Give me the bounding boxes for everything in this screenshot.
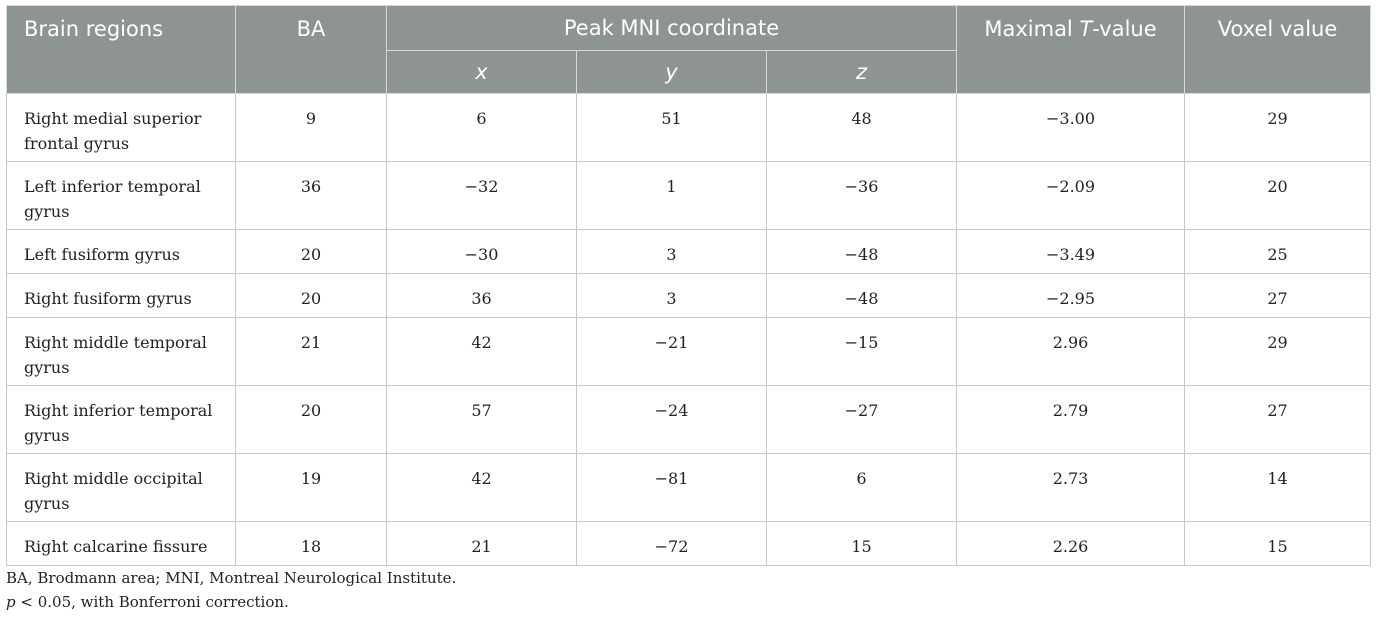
cell-ba: 20: [235, 273, 387, 318]
cell-ba: 20: [235, 385, 387, 454]
cell-x: 42: [386, 453, 577, 522]
header-y: y: [576, 50, 767, 94]
cell-region: Right calcarine fissure: [6, 521, 236, 566]
cell-x: −32: [386, 161, 577, 230]
cell-z: −15: [765, 317, 958, 386]
cell-y: 51: [576, 93, 767, 162]
cell-region: Left fusiform gyrus: [6, 229, 236, 274]
cell-t-value: 2.79: [956, 385, 1186, 454]
cell-y: 1: [576, 161, 767, 230]
cell-ba: 21: [235, 317, 387, 386]
table-row: Right inferior temporal gyrus 20 57 −24 …: [6, 385, 1372, 454]
cell-voxel: 25: [1184, 229, 1372, 274]
cell-z: −27: [765, 385, 958, 454]
table-row: Right middle temporal gyrus 21 42 −21 −1…: [6, 317, 1372, 386]
cell-y: −81: [576, 453, 767, 522]
cell-region: Right middle occipital gyrus: [6, 453, 236, 522]
header-ba: BA: [235, 5, 387, 94]
cell-x: 21: [386, 521, 577, 566]
header-maximal-t-value: Maximal T-value: [956, 5, 1186, 94]
cell-z: −48: [765, 229, 958, 274]
cell-ba: 20: [235, 229, 387, 274]
cell-z: 48: [765, 93, 958, 162]
cell-ba: 36: [235, 161, 387, 230]
table-row: Right fusiform gyrus 20 36 3 −48 −2.95 2…: [6, 273, 1372, 318]
cell-t-value: 2.96: [956, 317, 1186, 386]
cell-z: −36: [765, 161, 958, 230]
header-maximal-prefix: Maximal: [984, 17, 1080, 41]
header-x: x: [386, 50, 577, 94]
cell-region: Right fusiform gyrus: [6, 273, 236, 318]
results-table: Brain regions BA Peak MNI coordinate Max…: [6, 5, 1372, 566]
cell-y: −72: [576, 521, 767, 566]
results-table-container: Brain regions BA Peak MNI coordinate Max…: [6, 5, 1372, 566]
table-row: Left inferior temporal gyrus 36 −32 1 −3…: [6, 161, 1372, 230]
table-footnotes: BA, Brodmann area; MNI, Montreal Neurolo…: [6, 566, 456, 614]
cell-x: 57: [386, 385, 577, 454]
cell-ba: 18: [235, 521, 387, 566]
header-peak-mni: Peak MNI coordinate: [385, 5, 958, 51]
cell-ba: 19: [235, 453, 387, 522]
cell-x: 36: [386, 273, 577, 318]
cell-x: −30: [386, 229, 577, 274]
header-voxel-value: Voxel value: [1184, 5, 1372, 94]
header-maximal-suffix: -value: [1092, 17, 1157, 41]
cell-voxel: 27: [1184, 385, 1372, 454]
cell-voxel: 15: [1184, 521, 1372, 566]
cell-z: 6: [765, 453, 958, 522]
header-maximal-t: T: [1079, 17, 1093, 41]
cell-x: 6: [386, 93, 577, 162]
cell-z: −48: [765, 273, 958, 318]
cell-z: 15: [765, 521, 958, 566]
cell-y: 3: [576, 229, 767, 274]
cell-region: Left inferior temporal gyrus: [6, 161, 236, 230]
table-row: Left fusiform gyrus 20 −30 3 −48 −3.49 2…: [6, 229, 1372, 274]
header-brain-regions: Brain regions: [6, 5, 236, 94]
cell-voxel: 27: [1184, 273, 1372, 318]
table-row: Right calcarine fissure 18 21 −72 15 2.2…: [6, 521, 1372, 566]
cell-region: Right middle temporal gyrus: [6, 317, 236, 386]
table-row: Right middle occipital gyrus 19 42 −81 6…: [6, 453, 1372, 522]
cell-t-value: −2.95: [956, 273, 1186, 318]
cell-t-value: −3.00: [956, 93, 1186, 162]
cell-voxel: 14: [1184, 453, 1372, 522]
cell-voxel: 29: [1184, 93, 1372, 162]
cell-t-value: −3.49: [956, 229, 1186, 274]
footnote-significance: p < 0.05, with Bonferroni correction.: [6, 590, 456, 614]
cell-x: 42: [386, 317, 577, 386]
cell-voxel: 29: [1184, 317, 1372, 386]
cell-region: Right medial superior frontal gyrus: [6, 93, 236, 162]
cell-ba: 9: [235, 93, 387, 162]
cell-t-value: 2.73: [956, 453, 1186, 522]
cell-t-value: −2.09: [956, 161, 1186, 230]
footnote-abbreviations: BA, Brodmann area; MNI, Montreal Neurolo…: [6, 569, 457, 587]
header-z: z: [765, 50, 958, 94]
cell-y: 3: [576, 273, 767, 318]
cell-t-value: 2.26: [956, 521, 1186, 566]
cell-region: Right inferior temporal gyrus: [6, 385, 236, 454]
cell-y: −24: [576, 385, 767, 454]
cell-y: −21: [576, 317, 767, 386]
cell-voxel: 20: [1184, 161, 1372, 230]
footnote-p-symbol: p: [6, 593, 16, 611]
footnote-p-text: < 0.05, with Bonferroni correction.: [15, 593, 289, 611]
table-row: Right medial superior frontal gyrus 9 6 …: [6, 93, 1372, 162]
